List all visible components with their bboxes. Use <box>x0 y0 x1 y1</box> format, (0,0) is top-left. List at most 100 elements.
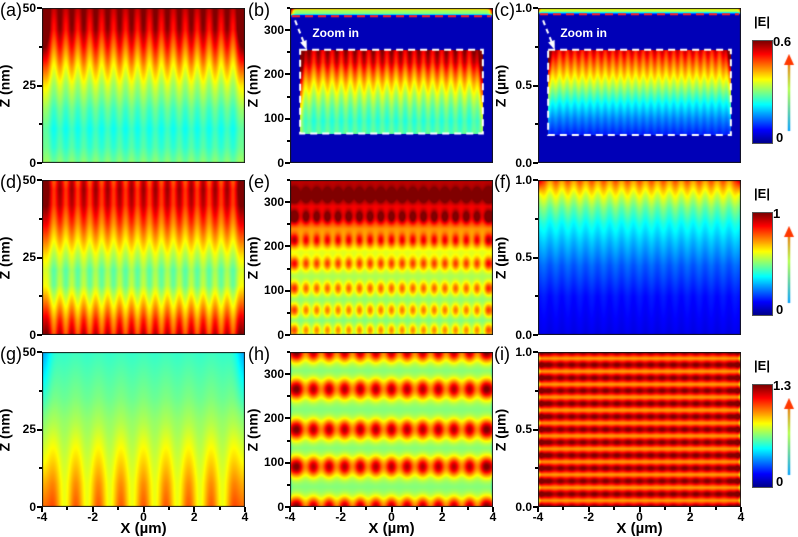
z-tick-label: 50 <box>22 172 36 187</box>
x-minor-tick <box>466 507 469 510</box>
z-major-tick <box>533 428 538 431</box>
panel-letter: (f) <box>494 172 511 192</box>
x-major-tick <box>638 507 641 512</box>
zoom-in-label: Zoom in <box>560 25 607 40</box>
x-major-tick <box>289 507 291 512</box>
colorbar-gradient <box>752 40 773 144</box>
z-minor-tick <box>39 217 42 220</box>
z-major-tick <box>37 428 42 431</box>
z-minor-tick <box>287 223 290 226</box>
colorbar-row2: |E| 1 0 <box>752 186 798 346</box>
z-major-tick <box>37 162 42 164</box>
z-minor-tick <box>535 123 538 126</box>
panel-h-heatmap <box>290 352 493 507</box>
panel-letter: (d) <box>0 172 22 192</box>
z-tick-label: 100 <box>263 455 284 470</box>
colorbar-max-value: 0.6 <box>773 34 792 49</box>
x-tick-label: -2 <box>583 510 595 524</box>
z-major-tick <box>285 506 290 508</box>
x-tick-label: -4 <box>532 510 544 524</box>
z-minor-tick <box>39 389 42 392</box>
colorbar-up-arrow-icon <box>782 54 796 132</box>
z-tick-label: 1.0 <box>515 172 532 187</box>
x-major-tick <box>244 507 246 512</box>
z-tick-label: 0 <box>277 155 284 170</box>
z-major-tick <box>285 29 290 32</box>
z-tick-label: 1.0 <box>515 344 532 359</box>
z-tick-label: 1.0 <box>515 0 532 15</box>
zoom-in-label: Zoom in <box>312 25 359 40</box>
z-major-tick <box>533 7 538 9</box>
z-minor-tick <box>39 295 42 298</box>
z-minor-tick <box>287 51 290 54</box>
z-major-tick <box>533 84 538 87</box>
colorbar-up-arrow-icon <box>782 398 796 476</box>
z-minor-tick <box>287 351 290 353</box>
z-tick-label: 300 <box>263 22 284 37</box>
x-minor-tick <box>365 507 368 510</box>
colorbar-title: |E| <box>754 186 770 201</box>
z-major-tick <box>37 351 42 353</box>
x-minor-tick <box>314 507 317 510</box>
x-major-tick <box>193 507 196 512</box>
x-axis-title: X (µm) <box>120 520 167 537</box>
colorbar-row3: |E| 1.3 0 <box>752 358 798 518</box>
x-axis-title: X (µm) <box>616 520 663 537</box>
z-major-tick <box>37 506 42 508</box>
z-major-tick <box>533 334 538 336</box>
x-tick-label: 4 <box>737 510 745 524</box>
z-tick-label: 0.5 <box>515 422 532 436</box>
z-tick-label: 0 <box>29 327 36 342</box>
x-tick-label: -4 <box>36 510 48 524</box>
z-major-tick <box>285 73 290 76</box>
z-minor-tick <box>535 45 538 48</box>
panel-b-heatmap <box>290 8 493 163</box>
z-tick-label: 0 <box>29 499 36 514</box>
z-major-tick <box>37 84 42 87</box>
z-major-tick <box>285 461 290 464</box>
x-minor-tick <box>663 507 666 510</box>
z-tick-label: 0.0 <box>515 155 532 170</box>
z-tick-label: 25 <box>22 78 36 92</box>
z-major-tick <box>533 256 538 259</box>
x-minor-tick <box>613 507 616 510</box>
z-tick-label: 0.0 <box>515 499 532 514</box>
z-major-tick <box>37 334 42 336</box>
x-minor-tick <box>218 507 221 510</box>
x-major-tick <box>537 507 539 512</box>
z-major-tick <box>285 289 290 292</box>
x-minor-tick <box>714 507 717 510</box>
x-tick-label: 2 <box>686 510 694 524</box>
z-major-tick <box>533 351 538 353</box>
z-minor-tick <box>287 439 290 442</box>
z-minor-tick <box>535 217 538 220</box>
z-major-tick <box>533 162 538 164</box>
z-tick-label: 200 <box>263 238 284 253</box>
z-tick-label: 50 <box>22 0 36 15</box>
z-tick-label: 300 <box>263 194 284 209</box>
panel-letter: (e) <box>248 172 270 192</box>
x-minor-tick <box>167 507 170 510</box>
z-minor-tick <box>39 123 42 126</box>
z-tick-label: 200 <box>263 66 284 81</box>
z-major-tick <box>37 256 42 259</box>
z-major-tick <box>533 506 538 508</box>
x-tick-label: 2 <box>438 510 446 524</box>
z-tick-label: 25 <box>22 250 36 264</box>
z-tick-label: 0.5 <box>515 250 532 264</box>
colorbar-min-value: 0 <box>776 474 784 489</box>
z-minor-tick <box>39 467 42 470</box>
x-tick-label: 0 <box>388 510 395 524</box>
z-tick-label: 0 <box>277 327 284 342</box>
panel-i-heatmap <box>538 352 741 507</box>
z-minor-tick <box>287 179 290 181</box>
z-major-tick <box>285 334 290 336</box>
x-major-tick <box>689 507 692 512</box>
panel-a-heatmap <box>42 8 245 163</box>
colorbar-gradient <box>752 384 773 488</box>
colorbar-min-value: 0 <box>776 130 784 145</box>
panel-f-heatmap <box>538 180 741 335</box>
z-major-tick <box>533 179 538 181</box>
z-major-tick <box>37 179 42 181</box>
x-minor-tick <box>415 507 418 510</box>
